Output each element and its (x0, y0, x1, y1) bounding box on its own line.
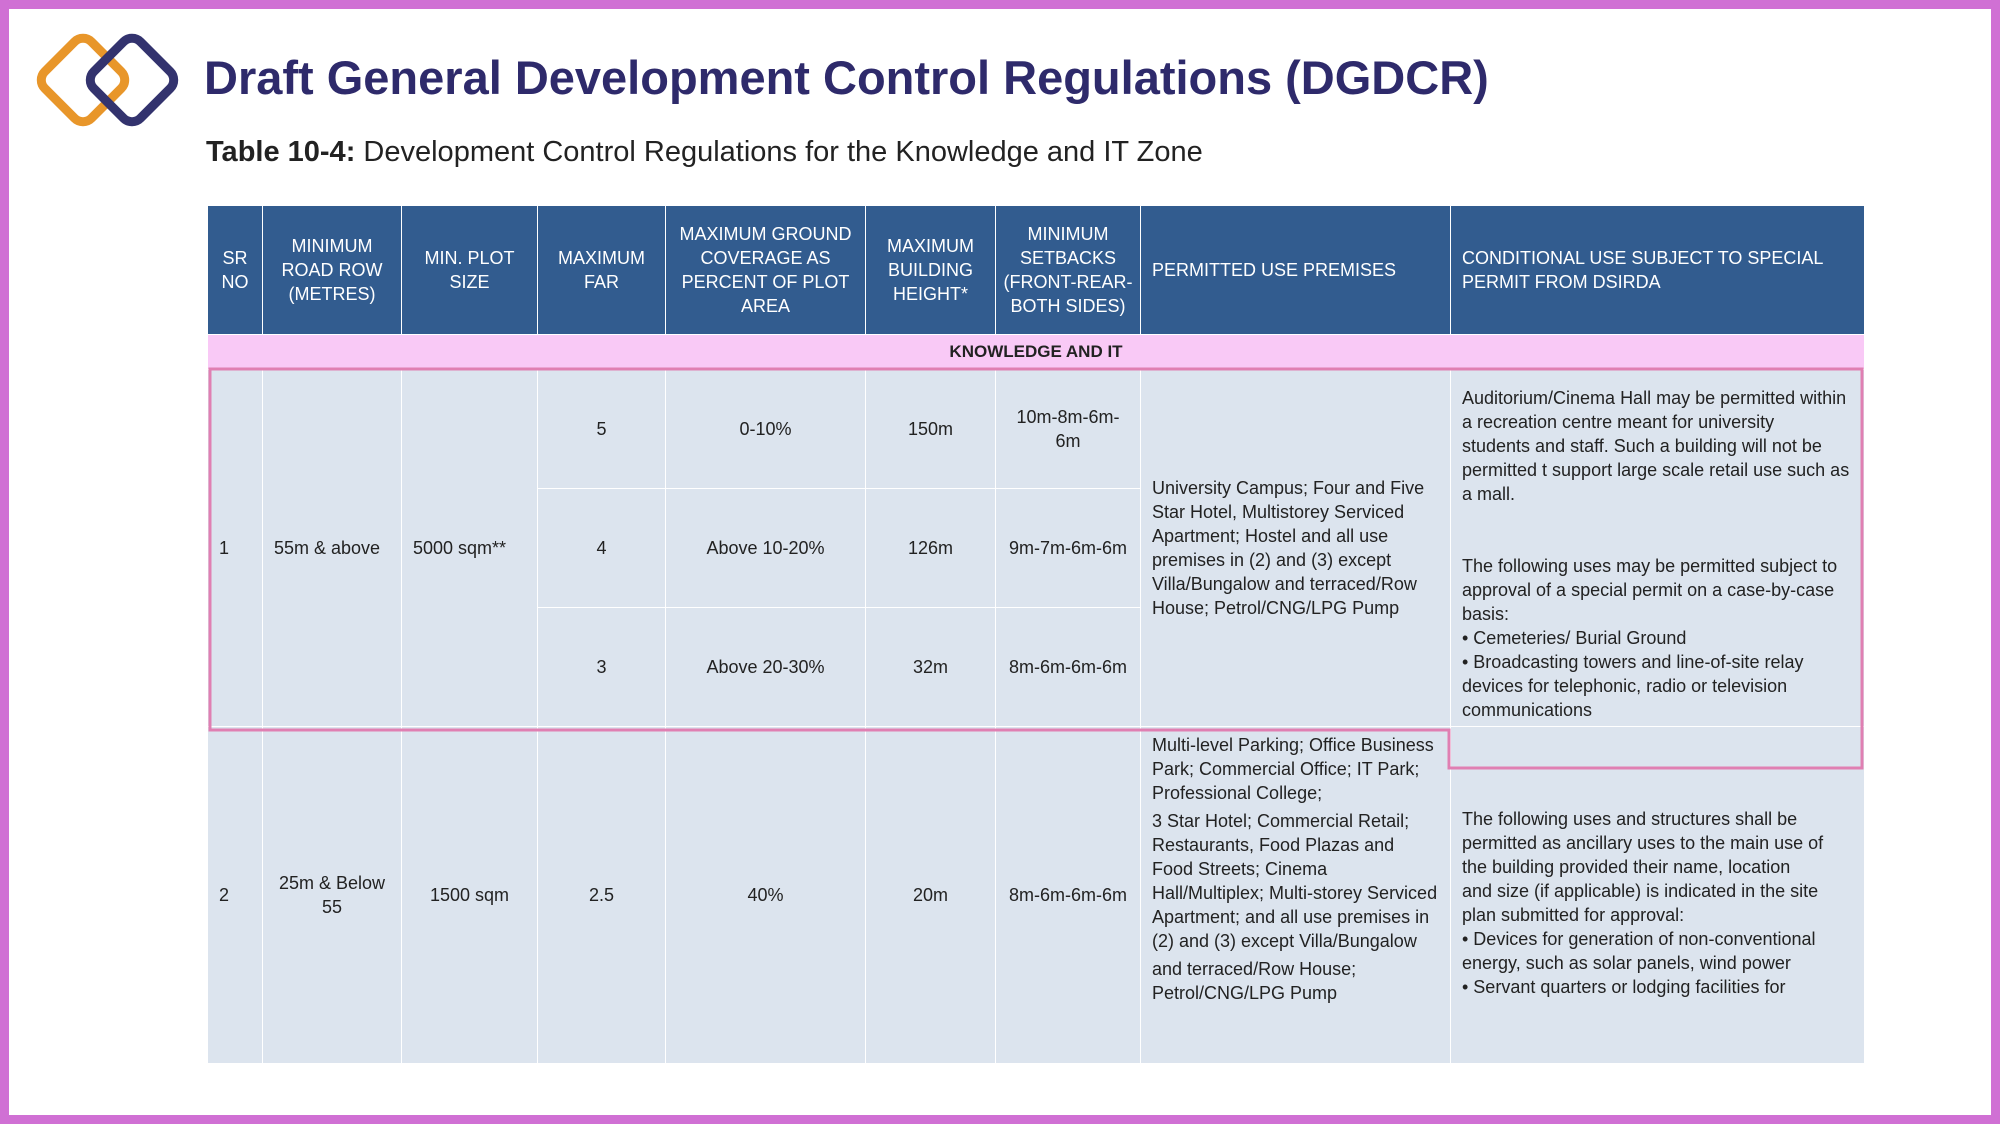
sr-cell: 1 (207, 369, 263, 727)
far-cell: 5 (537, 369, 666, 489)
page-title: Draft General Development Control Regula… (204, 51, 1489, 104)
conditional-text: and size (if applicable) is indicated in… (1462, 881, 1819, 925)
coverage-cell: 40% (665, 726, 866, 1064)
table-row: 1 55m & above 5000 sqm** 5 0-10% 150m 10… (207, 369, 1865, 727)
plot-cell: 1500 sqm (401, 726, 538, 1064)
setbacks-cell: 8m-6m-6m-6m (995, 607, 1141, 727)
zone-band-label: KNOWLEDGE AND IT (207, 334, 1865, 370)
col-header: MINIMUM SETBACKS (FRONT-REAR-BOTH SIDES) (995, 205, 1141, 335)
conditional-bullet: • Devices for generation of non-conventi… (1462, 929, 1816, 973)
height-cell: 150m (865, 369, 996, 489)
plot-cell: 5000 sqm** (401, 369, 538, 727)
conditional-text: The following uses and structures shall … (1462, 809, 1824, 877)
coverage-cell: Above 10-20% (665, 488, 866, 608)
far-cell: 2.5 (537, 726, 666, 1064)
conditional-bullet: • Broadcasting towers and line-of-site r… (1462, 652, 1804, 720)
col-header: SR NO (207, 205, 263, 335)
col-header: MINIMUM ROAD ROW (METRES) (262, 205, 402, 335)
conditional-bullet: • Cemeteries/ Burial Ground (1462, 628, 1687, 648)
height-cell: 20m (865, 726, 996, 1064)
conditional-cell: Auditorium/Cinema Hall may be permitted … (1450, 369, 1865, 727)
double-diamond-logo (36, 33, 179, 127)
table-row: 2 25m & Below 55 1500 sqm 2.5 40% 20m 8m… (207, 726, 1865, 1064)
col-header: MAXIMUM FAR (537, 205, 666, 335)
height-cell: 32m (865, 607, 996, 727)
coverage-cell: 0-10% (665, 369, 866, 489)
col-header: MAXIMUM BUILDING HEIGHT* (865, 205, 996, 335)
permitted-text: Multi-level Parking; Office Business Par… (1152, 735, 1434, 803)
zone-band-row: KNOWLEDGE AND IT (207, 334, 1865, 370)
coverage-cell: Above 20-30% (665, 607, 866, 727)
col-header: MIN. PLOT SIZE (401, 205, 538, 335)
setbacks-cell: 8m-6m-6m-6m (995, 726, 1141, 1064)
permitted-text: and terraced/Row House; Petrol/CNG/LPG P… (1152, 959, 1357, 1003)
conditional-cell: The following uses and structures shall … (1450, 726, 1865, 1064)
table-caption-label: Table 10-4: (206, 136, 356, 168)
height-cell: 126m (865, 488, 996, 608)
header-row: SR NO MINIMUM ROAD ROW (METRES) MIN. PLO… (207, 205, 1865, 335)
setbacks-cell: 10m-8m-6m-6m (995, 369, 1141, 489)
conditional-text: Auditorium/Cinema Hall may be permitted … (1462, 388, 1847, 432)
col-header: CONDITIONAL USE SUBJECT TO SPECIAL PERMI… (1450, 205, 1865, 335)
road-cell: 55m & above (262, 369, 402, 727)
permitted-cell: University Campus; Four and Five Star Ho… (1140, 369, 1451, 727)
table-caption-text: Development Control Regulations for the … (355, 136, 1203, 168)
col-header: MAXIMUM GROUND COVERAGE AS PERCENT OF PL… (665, 205, 866, 335)
permitted-text: 3 Star Hotel; Commercial Retail; Restaur… (1152, 811, 1438, 951)
col-header: PERMITTED USE PREMISES (1140, 205, 1451, 335)
far-cell: 3 (537, 607, 666, 727)
conditional-text: The following uses may be permitted subj… (1462, 556, 1838, 624)
regulations-table: SR NO MINIMUM ROAD ROW (METRES) MIN. PLO… (207, 205, 1865, 1064)
permitted-cell: Multi-level Parking; Office Business Par… (1140, 726, 1451, 1064)
road-cell: 25m & Below 55 (262, 726, 402, 1064)
table-caption: Table 10-4: Development Control Regulati… (206, 136, 1203, 169)
setbacks-cell: 9m-7m-6m-6m (995, 488, 1141, 608)
sr-cell: 2 (207, 726, 263, 1064)
conditional-text: students and staff. Such a building will… (1462, 436, 1850, 504)
conditional-bullet: • Servant quarters or lodging facilities… (1462, 977, 1786, 997)
far-cell: 4 (537, 488, 666, 608)
